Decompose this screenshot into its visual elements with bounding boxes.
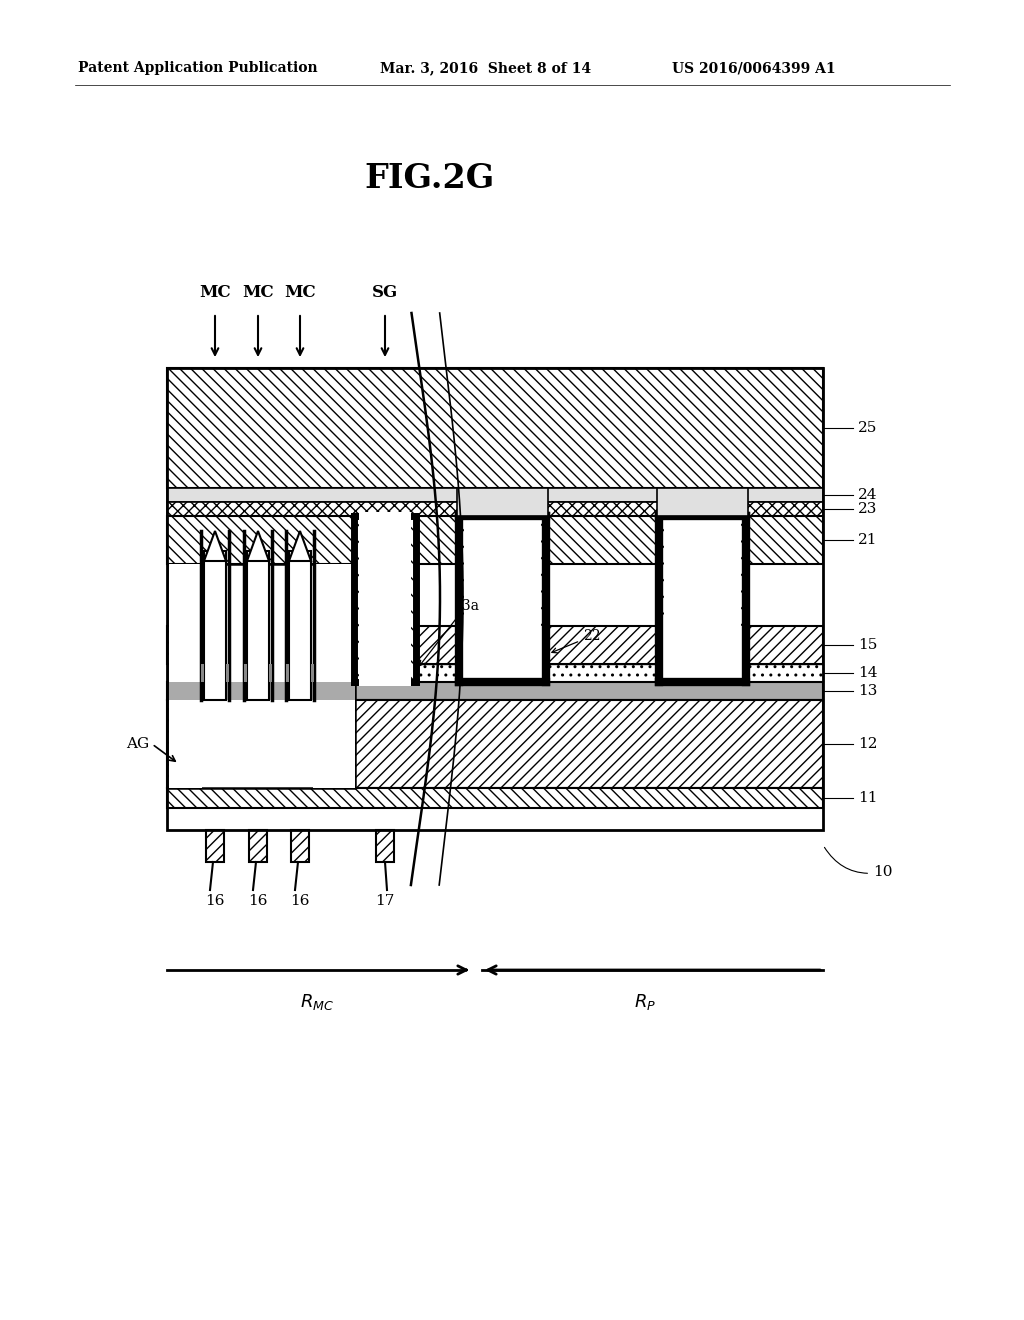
Bar (464, 512, 541, 686)
Text: AG: AG (126, 737, 150, 751)
Bar (657, 488, 748, 516)
Polygon shape (204, 531, 226, 561)
Bar (169, 682, 355, 700)
Bar (167, 788, 823, 808)
Bar (660, 626, 745, 664)
Bar (167, 700, 823, 788)
Bar (664, 512, 741, 686)
Polygon shape (247, 531, 269, 561)
Text: 15: 15 (858, 638, 878, 652)
Text: 17: 17 (376, 894, 394, 908)
Bar (204, 550, 226, 700)
Bar (457, 488, 548, 516)
Text: $R_{MC}$: $R_{MC}$ (300, 993, 334, 1012)
Bar (460, 516, 545, 682)
Bar (286, 664, 289, 682)
Text: MC: MC (243, 284, 273, 301)
Bar (167, 664, 823, 682)
Text: 14: 14 (858, 667, 878, 680)
Bar (660, 664, 745, 682)
Bar (167, 502, 823, 516)
Bar (169, 564, 355, 788)
Bar (359, 512, 411, 686)
Bar (313, 564, 355, 788)
Bar (167, 368, 823, 830)
Polygon shape (289, 531, 311, 561)
Bar (167, 368, 823, 488)
Bar (460, 664, 545, 682)
Bar (660, 516, 745, 682)
Bar (169, 564, 202, 788)
Text: MC: MC (200, 284, 230, 301)
Bar (460, 626, 545, 664)
Bar (355, 516, 415, 682)
Bar (311, 664, 314, 682)
Bar (167, 682, 823, 700)
Text: MC: MC (285, 284, 315, 301)
Text: 16: 16 (205, 894, 224, 908)
Text: $R_P$: $R_P$ (634, 993, 656, 1012)
Text: 25: 25 (858, 421, 878, 436)
Bar (249, 830, 267, 862)
Text: Patent Application Publication: Patent Application Publication (78, 61, 317, 75)
Bar (167, 516, 823, 564)
Text: US 2016/0064399 A1: US 2016/0064399 A1 (672, 61, 836, 75)
Text: FIG.2G: FIG.2G (365, 161, 496, 194)
Text: 16: 16 (248, 894, 267, 908)
Text: 10: 10 (824, 847, 893, 879)
Bar (206, 830, 224, 862)
Text: Mar. 3, 2016  Sheet 8 of 14: Mar. 3, 2016 Sheet 8 of 14 (380, 61, 591, 75)
Bar (167, 626, 823, 664)
Text: 13a: 13a (420, 599, 479, 665)
Text: 13: 13 (858, 684, 878, 698)
Bar (201, 664, 204, 682)
Bar (244, 664, 247, 682)
Bar (376, 830, 394, 862)
Text: 12: 12 (858, 737, 878, 751)
Bar (289, 550, 311, 700)
Text: 22: 22 (552, 630, 600, 653)
Text: 21: 21 (858, 533, 878, 546)
Bar (226, 664, 229, 682)
Text: SG: SG (372, 284, 398, 301)
Bar (291, 830, 309, 862)
Bar (169, 664, 355, 682)
Bar (167, 488, 823, 502)
Text: 23: 23 (858, 502, 878, 516)
Text: 11: 11 (858, 791, 878, 805)
Bar (269, 664, 272, 682)
Text: 16: 16 (290, 894, 309, 908)
Bar (247, 550, 269, 700)
Text: 24: 24 (858, 488, 878, 502)
